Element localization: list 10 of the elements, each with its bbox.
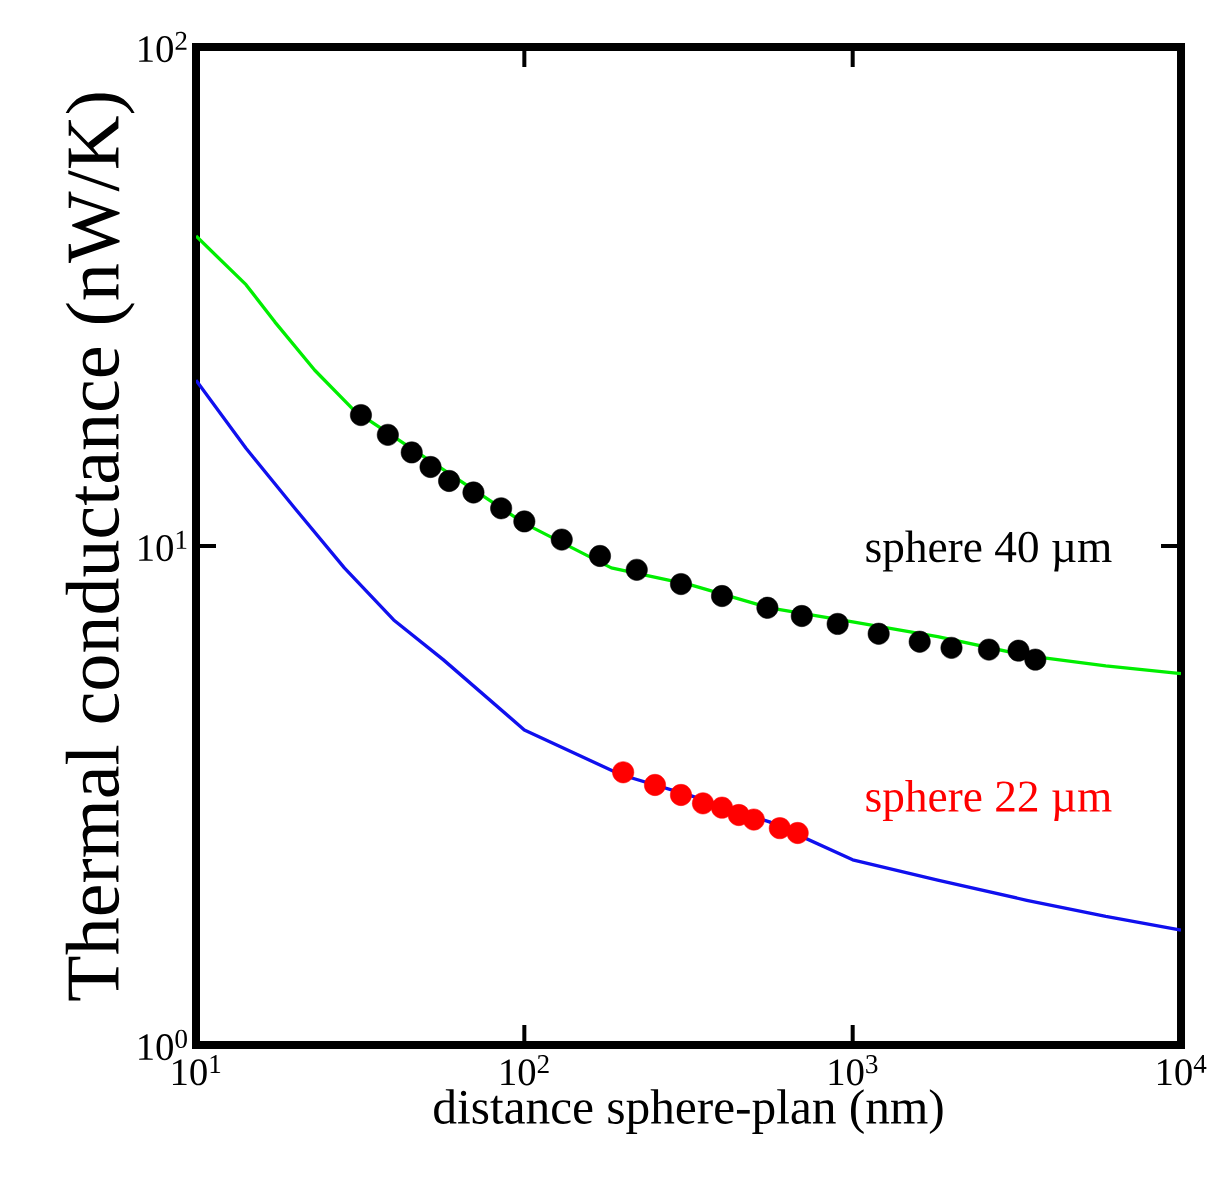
y-tick-label: 10$^{2}$ (139, 31, 187, 63)
x-tick-label: 10$^{1}$ (172, 1055, 221, 1086)
series-label: sphere 40 µm (866, 530, 1112, 572)
x-tick-label: 10$^{3}$ (829, 1055, 878, 1086)
x-tick-label: 10$^{4}$ (1157, 1055, 1207, 1086)
y-tick-label: 10$^{1}$ (139, 530, 187, 562)
x-axis-title: distance sphere-plan (nm) (434, 1089, 943, 1134)
legend-label: sphere 22 µm (866, 779, 1112, 822)
y-axis-title: Thermal conductance (nW/K) (65, 93, 135, 1001)
x-tick-label: 10$^{2}$ (501, 1055, 549, 1086)
